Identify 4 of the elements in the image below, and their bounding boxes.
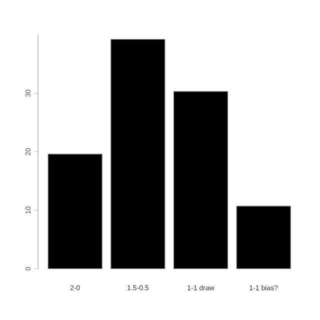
bar [48,154,102,269]
bar [110,39,166,269]
bar [236,206,291,269]
bar [173,91,228,269]
